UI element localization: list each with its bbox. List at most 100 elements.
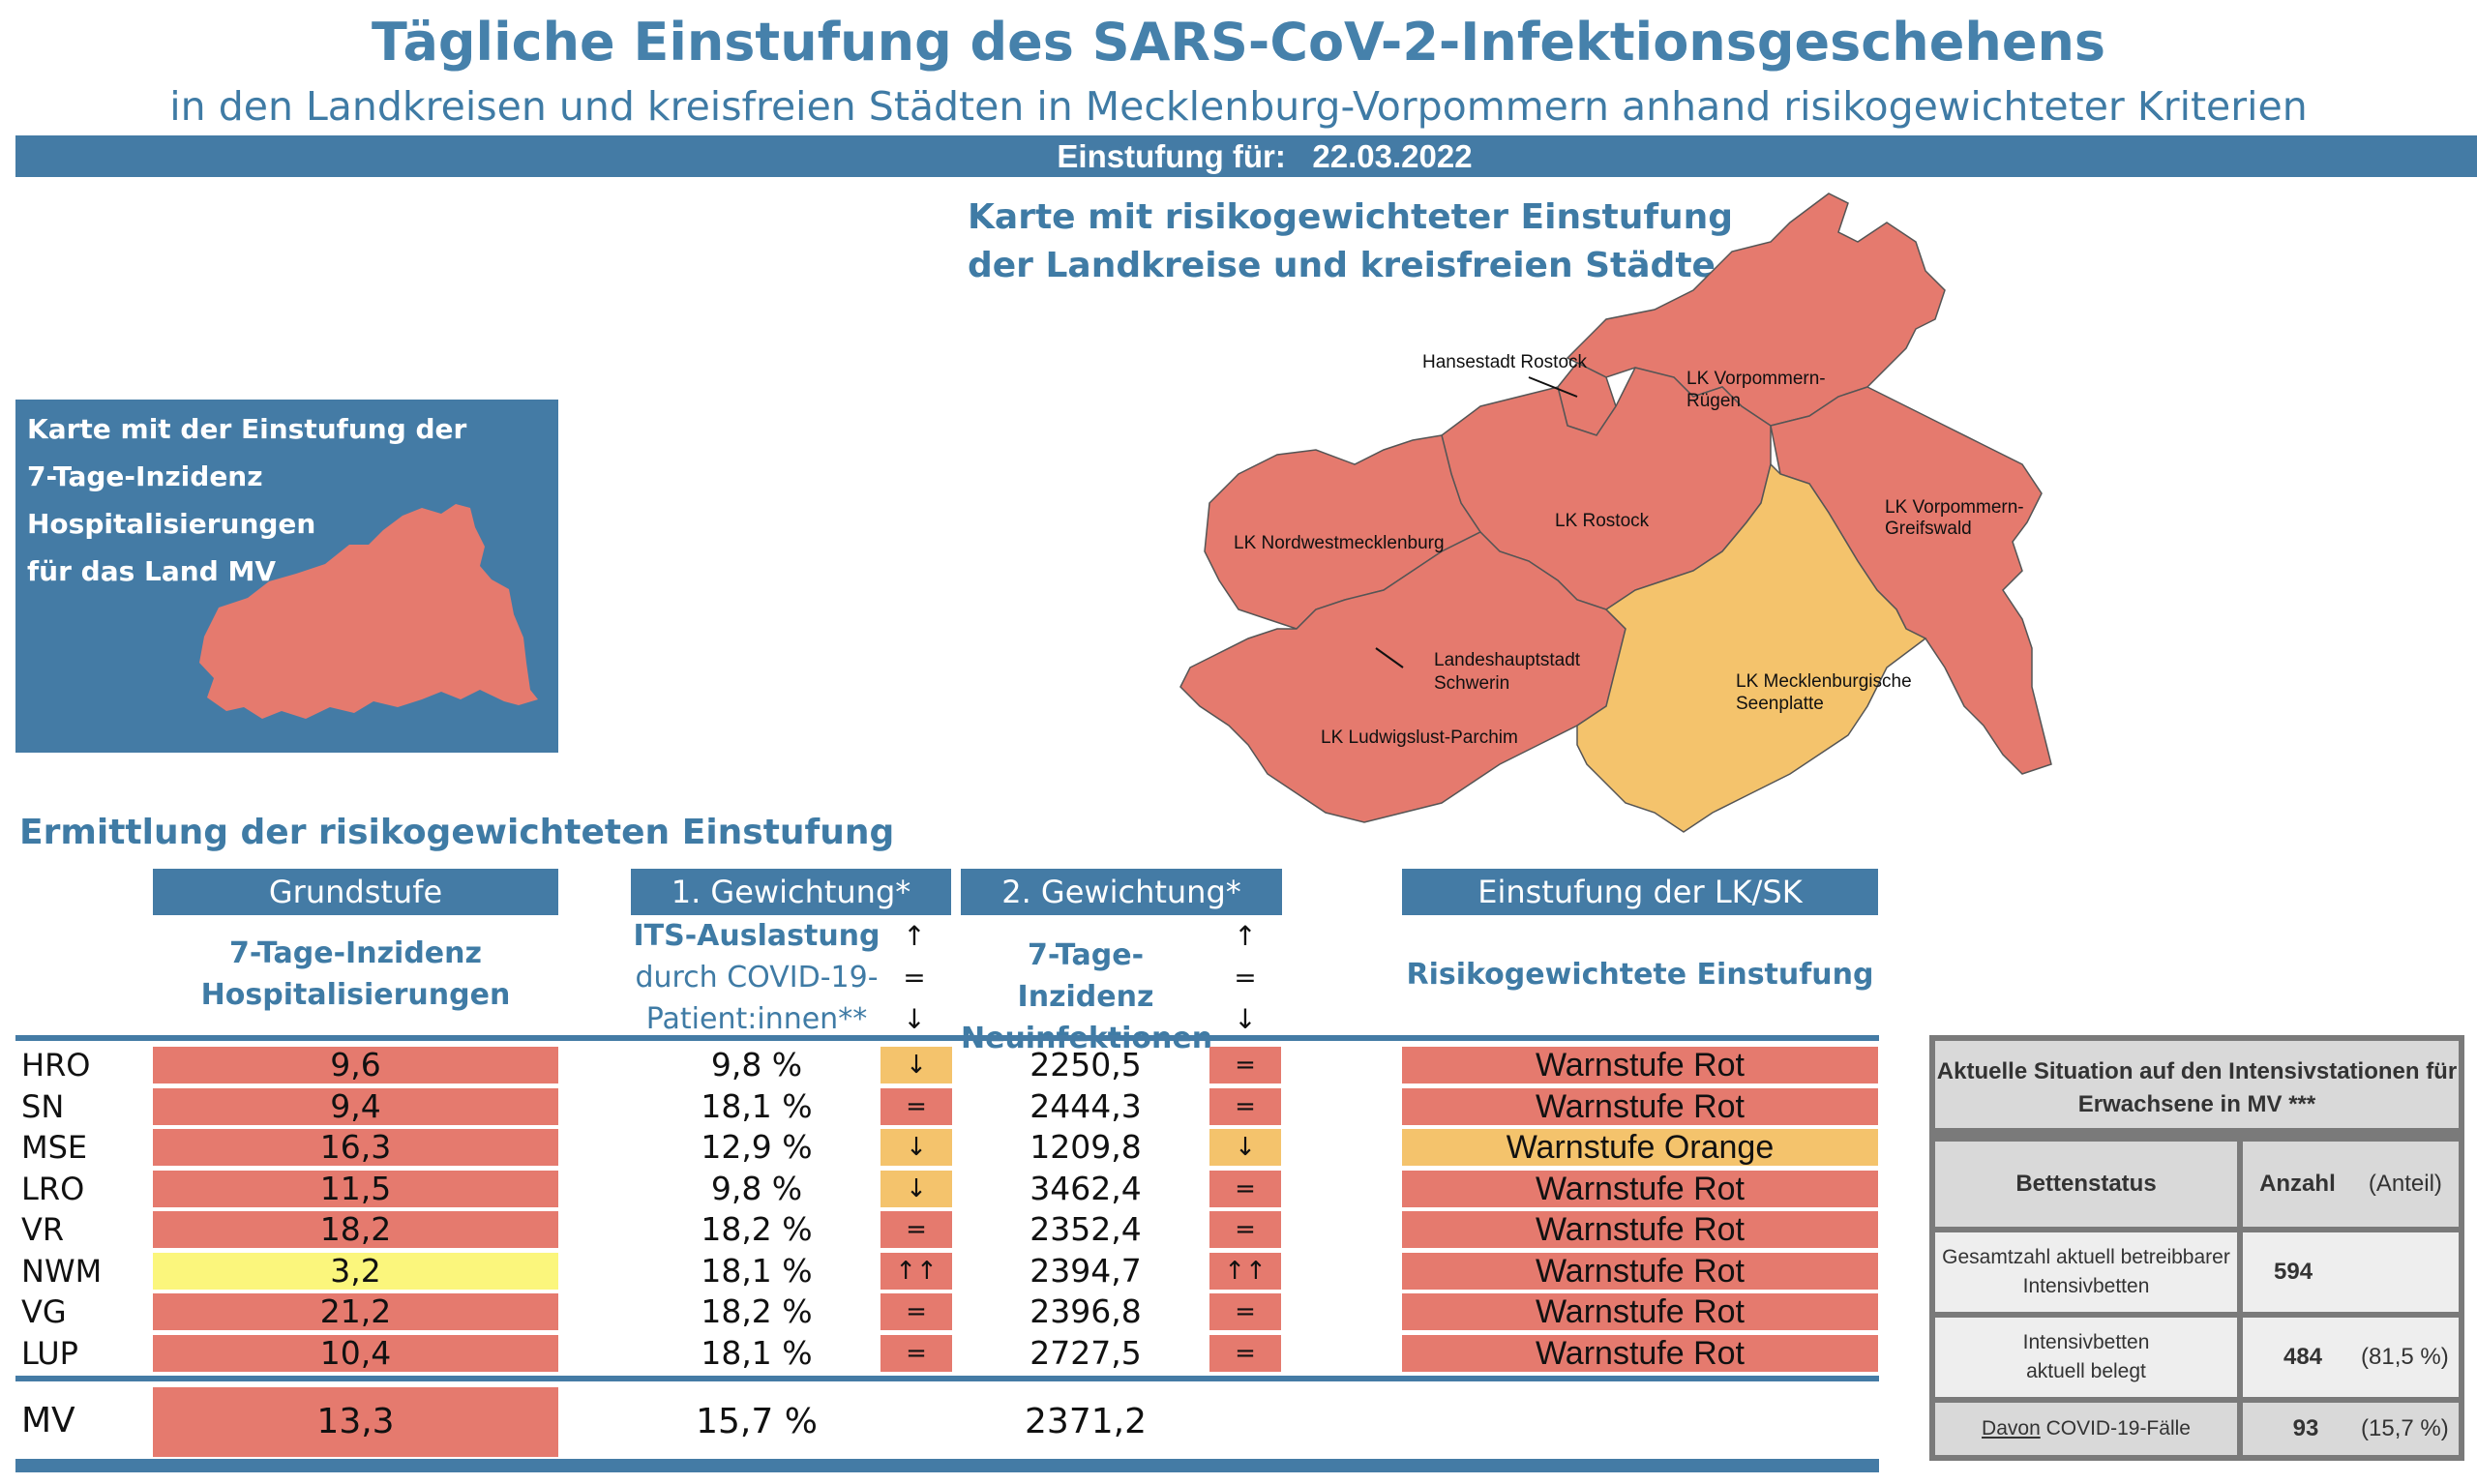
row-region: LUP [21,1335,78,1372]
subheader-its-2: durch COVID-19- [635,961,879,994]
row-its-trend: ↑↑ [880,1253,952,1290]
footer-bar [15,1459,1879,1472]
map-label-mse-2: Seenplatte [1736,694,1824,714]
row-einstufung: Warnstufe Rot [1402,1253,1878,1290]
row-hosp: 16,3 [153,1129,558,1166]
row-region: MSE [21,1129,88,1166]
row-einstufung: Warnstufe Rot [1402,1335,1878,1372]
row-inzidenz: 2352,4 [1030,1210,1142,1248]
legend-arrow-down: ↓ [903,1003,926,1035]
total-hosp: 13,3 [153,1387,558,1457]
region-mse [1576,462,1927,833]
row-hosp: 11,5 [153,1171,558,1207]
legend-arrows-1: ↑ = ↓ [890,915,939,1040]
row-inzidenz-trend: = [1209,1211,1281,1248]
subheader-grundstufe-2: Hospitalisierungen [200,978,511,1012]
total-inzidenz: 2371,2 [1025,1402,1147,1441]
map-label-vg-2: Greifswald [1885,519,1972,539]
row-inzidenz: 2250,5 [1030,1046,1142,1083]
section-title: Ermittlung der risikogewichteten Einstuf… [19,813,895,852]
row-its: 9,8 % [710,1170,803,1207]
subheader-inzidenz-1: 7-Tage-Inzidenz [1017,938,1154,1014]
legend-arrow-up: ↑ [903,920,926,952]
icu-row-2-line2: aktuell belegt [2026,1360,2146,1382]
date-bar: Einstufung für: 22.03.2022 [15,135,2477,177]
row-hosp: 9,4 [153,1088,558,1125]
row-einstufung: Warnstufe Rot [1402,1293,1878,1330]
icu-title: Aktuelle Situation auf den Intensivstati… [1935,1041,2459,1136]
row-its-trend: ↓ [880,1171,952,1207]
row-region: VR [21,1211,65,1248]
icu-row-1-line1: Gesamtzahl aktuell betreibbarer [1942,1246,2230,1268]
legend-arrow-eq-2: = [1234,962,1257,994]
subheader-its-3: Patient:innen** [645,1002,868,1036]
icu-title-2: Erwachsene in MV *** [2077,1091,2316,1117]
row-its-trend: = [880,1293,952,1330]
page-subtitle: in den Landkreisen und kreisfreien Städt… [169,83,2308,130]
row-einstufung: Warnstufe Rot [1402,1211,1878,1248]
subheader-grundstufe: 7-Tage-Inzidenz Hospitalisierungen [153,933,558,1016]
row-its: 18,2 % [701,1210,813,1248]
row-inzidenz-trend: = [1209,1171,1281,1207]
row-inzidenz-trend: = [1209,1293,1281,1330]
icu-row-1-anzahl: 594 [2274,1259,2313,1285]
mini-map-box: Karte mit der Einstufung der 7-Tage-Inzi… [15,400,558,753]
row-inzidenz: 1209,8 [1030,1128,1142,1166]
map-label-vr-2: Rügen [1686,391,1741,411]
row-inzidenz: 3462,4 [1030,1170,1142,1207]
row-inzidenz-trend: = [1209,1335,1281,1372]
icu-divider [1935,1128,2459,1136]
icu-row-1-label: Gesamtzahl aktuell betreibbarer Intensiv… [1935,1232,2237,1312]
main-map-title-line1: Karte mit risikogewichteter Einstufung [968,197,1734,237]
row-inzidenz: 2444,3 [1030,1087,1142,1125]
map-label-lup: LK Ludwigslust-Parchim [1321,727,1518,748]
row-its-trend: = [880,1335,952,1372]
legend-arrows-2: ↑ = ↓ [1221,915,1269,1040]
table-separator-bottom [15,1376,1879,1381]
row-inzidenz-trend: = [1209,1047,1281,1083]
row-einstufung: Warnstufe Rot [1402,1047,1878,1083]
row-einstufung: Warnstufe Rot [1402,1171,1878,1207]
icu-panel: Aktuelle Situation auf den Intensivstati… [1929,1035,2464,1461]
subheader-grundstufe-1: 7-Tage-Inzidenz [229,936,482,970]
row-inzidenz-trend: = [1209,1088,1281,1125]
map-label-hro: Hansestadt Rostock [1422,352,1588,372]
row-inzidenz-trend: ↓ [1209,1129,1281,1166]
map-label-nwm: LK Nordwestmecklenburg [1234,533,1445,553]
icu-row-3-anzahl: 93 [2292,1415,2319,1441]
row-its: 18,1 % [701,1087,813,1125]
row-einstufung: Warnstufe Orange [1402,1129,1878,1166]
total-its: 15,7 % [696,1402,818,1441]
row-its-trend: = [880,1088,952,1125]
icu-row-2-anteil: (81,5 %) [2361,1344,2449,1370]
row-region: LRO [21,1171,85,1207]
page-title: Tägliche Einstufung des SARS-CoV-2-Infek… [371,12,2106,73]
icu-col-anzahl: Anzahl (Anteil) [2243,1142,2459,1227]
mini-map-line2: 7-Tage-Inzidenz Hospitalisierungen [27,460,316,540]
map-label-mse-1: LK Mecklenburgische [1736,671,1912,692]
row-inzidenz: 2396,8 [1030,1292,1142,1330]
row-its: 12,9 % [701,1128,813,1166]
map-label-lro: LK Rostock [1555,511,1650,531]
row-inzidenz: 2727,5 [1030,1334,1142,1372]
row-hosp: 3,2 [153,1253,558,1290]
icu-row-2-values: 484 (81,5 %) [2243,1318,2459,1397]
subheader-einstufung: Risikogewichtete Einstufung [1406,958,1874,992]
header-einstufung: Einstufung der LK/SK [1402,869,1878,915]
icu-row-3-davon: Davon [1982,1417,2041,1439]
subheader-its: ITS-Auslastung durch COVID-19- Patient:i… [631,915,882,1040]
table-separator-top [15,1035,1879,1041]
date-label: Einstufung für: [1057,138,1286,174]
row-inzidenz: 2394,7 [1030,1252,1142,1290]
header-gewichtung-1: 1. Gewichtung* [631,869,951,915]
icu-row-3-line1: COVID-19-Fälle [2040,1417,2191,1439]
row-its: 18,2 % [701,1292,813,1330]
map-label-sn-1: Landeshauptstadt [1434,650,1581,670]
row-its: 18,1 % [701,1252,813,1290]
total-region: MV [21,1401,75,1440]
row-hosp: 18,2 [153,1211,558,1248]
icu-row-3-values: 93 (15,7 %) [2243,1403,2459,1455]
legend-arrow-eq: = [903,962,926,994]
row-region: VG [21,1293,67,1330]
row-region: HRO [21,1047,91,1083]
